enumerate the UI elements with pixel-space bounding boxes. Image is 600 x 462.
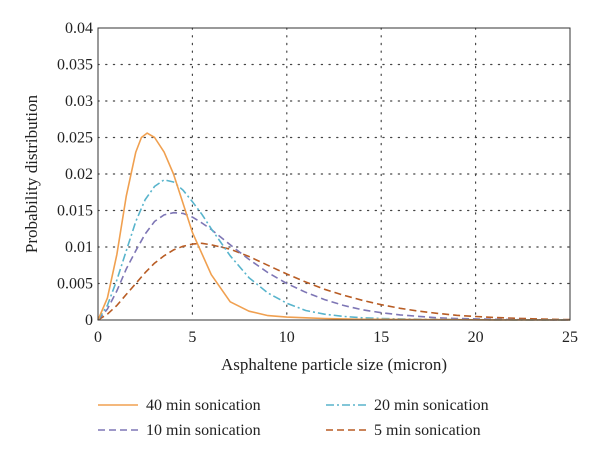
series-line-3: [97, 242, 571, 321]
legend: 40 min sonication 20 min sonication 10 min…: [98, 397, 489, 439]
y-tick-label: 0.01: [65, 239, 93, 256]
y-tick-label: 0.015: [57, 203, 93, 220]
x-tick-label: 15: [373, 329, 389, 346]
x-tick-label: 20: [468, 329, 484, 346]
legend-label: 40 min sonication: [146, 397, 261, 414]
x-axis-title: Asphaltene particle size (micron): [221, 355, 447, 374]
legend-label: 10 min sonication: [146, 422, 261, 439]
legend-label: 20 min sonication: [374, 397, 489, 414]
grid-lines: [97, 27, 571, 321]
y-axis-title: Probability distribution: [22, 94, 41, 253]
x-axis-ticks: 0 5 10 15 20 25: [94, 329, 578, 346]
legend-label: 5 min sonication: [374, 422, 481, 439]
plot-frame: [97, 27, 571, 321]
y-tick-label: 0: [85, 312, 93, 329]
series-line-1: [97, 179, 571, 321]
y-tick-label: 0.025: [57, 130, 93, 147]
y-axis-ticks: 0 0.005 0.01 0.015 0.02 0.025 0.03 0.035 0.04: [57, 20, 93, 329]
y-tick-label: 0.04: [65, 20, 93, 37]
x-tick-label: 25: [562, 329, 578, 346]
y-tick-label: 0.035: [57, 57, 93, 74]
x-tick-label: 5: [188, 329, 196, 346]
y-tick-label: 0.005: [57, 276, 93, 293]
y-tick-label: 0.02: [65, 166, 93, 183]
x-tick-label: 0: [94, 329, 102, 346]
y-tick-label: 0.03: [65, 93, 93, 110]
series-line-2: [97, 211, 570, 321]
x-tick-label: 10: [279, 329, 295, 346]
